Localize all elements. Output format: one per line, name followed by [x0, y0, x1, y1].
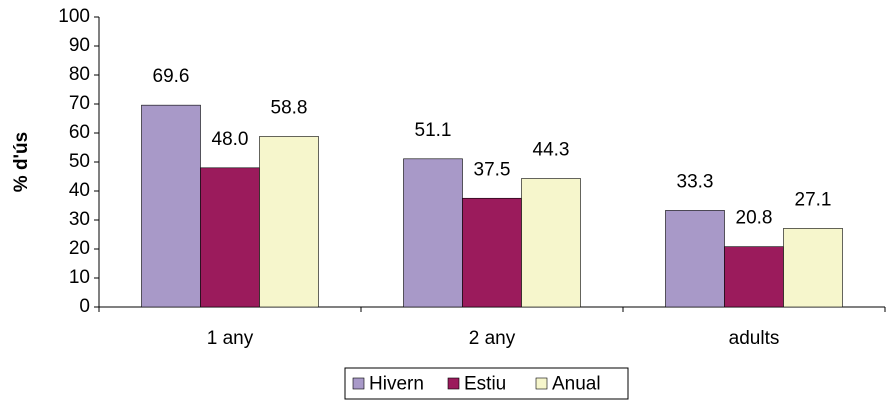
y-tick-label: 90 — [69, 35, 90, 56]
legend-label: Hivern — [369, 374, 424, 395]
value-label: 48.0 — [212, 129, 249, 150]
y-tick-label: 60 — [69, 122, 90, 143]
y-tick-label: 70 — [69, 93, 90, 114]
legend-swatch — [447, 377, 460, 390]
y-axis-label: % d'ús — [11, 132, 32, 192]
y-tick-label: 0 — [79, 296, 90, 317]
bar — [462, 197, 522, 308]
bar — [141, 104, 201, 308]
legend-box — [344, 367, 629, 400]
value-label: 20.8 — [736, 208, 773, 229]
value-label: 51.1 — [415, 120, 452, 141]
value-label: 33.3 — [677, 171, 714, 192]
legend: Hivern Estiu Anual — [344, 367, 629, 400]
x-tick-label: adults — [729, 328, 780, 349]
y-tick-label: 80 — [69, 64, 90, 85]
bar — [665, 210, 725, 308]
value-label: 69.6 — [153, 66, 190, 87]
y-tick-label: 100 — [58, 6, 90, 27]
y-tick-label: 50 — [69, 151, 90, 172]
y-tick-label: 20 — [69, 238, 90, 259]
legend-label: Anual — [552, 374, 601, 395]
x-tick-label: 2 any — [469, 328, 516, 349]
legend-label: Estiu — [464, 374, 506, 395]
bar — [783, 228, 843, 308]
y-tick-label: 40 — [69, 180, 90, 201]
bar — [724, 246, 784, 308]
value-label: 44.3 — [533, 140, 570, 161]
x-tick-label: 1 any — [207, 328, 254, 349]
bar — [521, 178, 581, 308]
bar — [200, 167, 260, 308]
y-tick-label: 30 — [69, 209, 90, 230]
legend-swatch — [352, 377, 365, 390]
bar — [403, 158, 463, 308]
legend-swatch — [535, 377, 548, 390]
value-label: 27.1 — [795, 189, 832, 210]
value-label: 58.8 — [271, 97, 308, 118]
y-tick-label: 10 — [69, 267, 90, 288]
bar — [259, 136, 319, 308]
value-label: 37.5 — [474, 159, 511, 180]
